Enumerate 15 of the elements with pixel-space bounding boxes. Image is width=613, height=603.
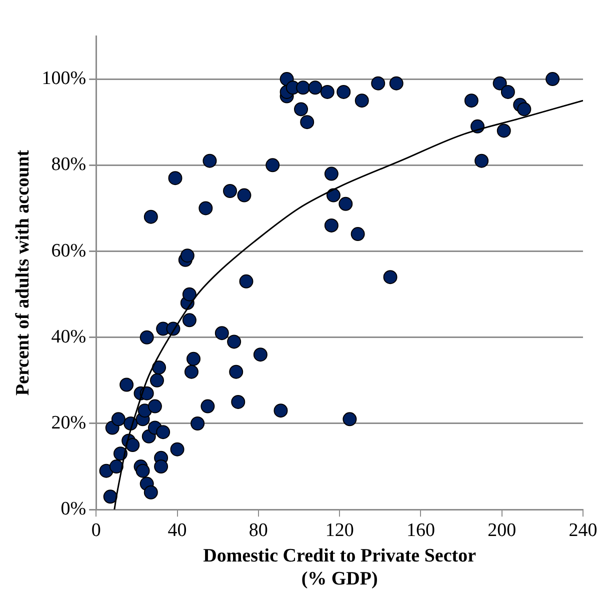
x-axis-title: Domestic Credit to Private Sector (% GDP) [203, 546, 477, 590]
x-tick-label: 0 [91, 520, 101, 541]
x-tick-label: 80 [248, 520, 268, 541]
y-tick-label: 0% [60, 498, 86, 520]
x-tick-label: 40 [168, 520, 187, 541]
y-tick-label: 40% [51, 326, 86, 348]
y-tick-label: 60% [51, 240, 86, 262]
y-tick-label: 100% [42, 68, 86, 90]
x-tick-label: 120 [325, 520, 354, 541]
x-tick-label: 200 [488, 520, 516, 541]
x-tick-label: 160 [406, 520, 435, 541]
y-tick-label: 20% [51, 412, 86, 434]
x-tick-label: 240 [568, 520, 598, 541]
y-tick-label: 80% [51, 154, 86, 176]
y-axis-title: Percent of adults with account [12, 149, 34, 396]
